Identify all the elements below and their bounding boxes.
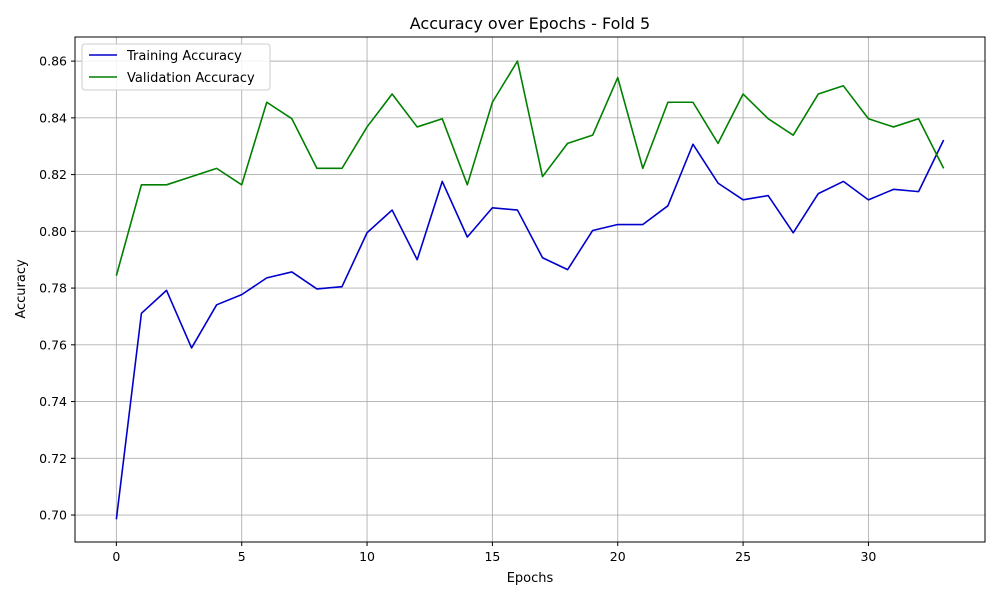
- y-axis-label: Accuracy: [14, 259, 29, 319]
- y-tick-label: 0.86: [39, 54, 67, 69]
- y-tick-label: 0.82: [39, 167, 67, 182]
- y-tick-label: 0.78: [39, 281, 67, 296]
- x-tick-label: 20: [610, 549, 626, 564]
- axis-ticks: 0 5 10 15 20 25 30 0.70 0.72 0.74 0.76 0.78 0.80 0.82…: [39, 54, 876, 564]
- y-tick-label: 0.80: [39, 224, 67, 239]
- validation-accuracy-line: [115, 60, 945, 276]
- y-tick-label: 0.84: [39, 110, 67, 125]
- y-tick-label: 0.70: [39, 508, 67, 523]
- y-tick-label: 0.72: [39, 451, 67, 466]
- x-tick-label: 10: [359, 549, 375, 564]
- x-tick-label: 5: [238, 549, 246, 564]
- x-tick-label: 15: [484, 549, 500, 564]
- chart-title: Accuracy over Epochs - Fold 5: [410, 14, 650, 33]
- x-axis-label: Epochs: [507, 571, 554, 586]
- x-tick-label: 25: [735, 549, 751, 564]
- y-tick-label: 0.76: [39, 337, 67, 352]
- x-tick-label: 0: [112, 549, 120, 564]
- legend-box: [81, 43, 271, 91]
- legend-label-validation: Validation Accuracy: [127, 71, 255, 86]
- series-lines: [115, 60, 945, 520]
- training-accuracy-line: [115, 139, 945, 520]
- x-tick-label: 30: [860, 549, 876, 564]
- legend-label-training: Training Accuracy: [126, 49, 242, 64]
- plot-frame: [74, 36, 986, 543]
- y-tick-label: 0.74: [39, 394, 67, 409]
- legend: Training Accuracy Validation Accuracy: [81, 43, 271, 91]
